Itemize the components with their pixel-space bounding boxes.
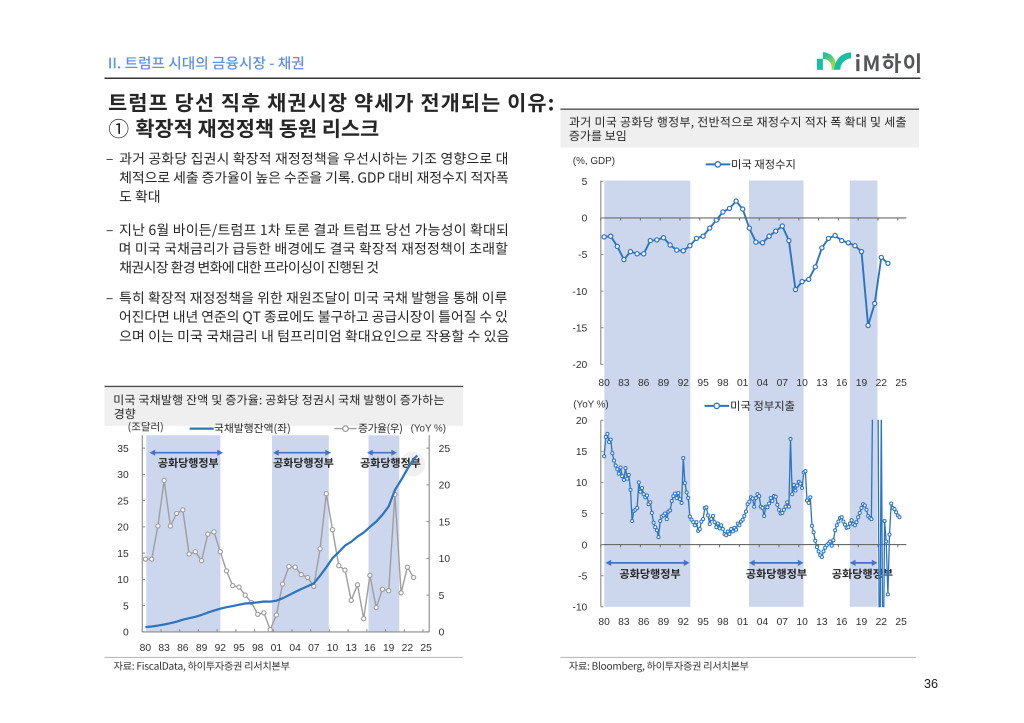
svg-text:04: 04: [289, 643, 301, 654]
svg-text:80: 80: [598, 617, 610, 628]
svg-text:04: 04: [757, 378, 769, 389]
svg-text:89: 89: [658, 617, 670, 628]
svg-text:22: 22: [402, 643, 414, 654]
svg-text:16: 16: [836, 617, 848, 628]
svg-text:83: 83: [618, 617, 630, 628]
svg-text:19: 19: [856, 378, 868, 389]
svg-text:5: 5: [439, 591, 445, 602]
svg-text:15: 15: [439, 517, 451, 528]
svg-text:15: 15: [576, 447, 588, 458]
svg-text:04: 04: [757, 617, 769, 628]
svg-text:89: 89: [658, 378, 670, 389]
svg-text:01: 01: [271, 643, 283, 654]
svg-text:(YoY %): (YoY %): [411, 423, 446, 434]
svg-text:25: 25: [895, 378, 907, 389]
svg-text:36: 36: [924, 677, 938, 691]
svg-text:80: 80: [598, 378, 610, 389]
svg-text:10: 10: [796, 617, 808, 628]
svg-text:(YoY %): (YoY %): [573, 399, 608, 410]
svg-text:25: 25: [895, 617, 907, 628]
svg-text:-10: -10: [572, 287, 587, 298]
svg-text:-5: -5: [578, 250, 587, 261]
svg-text:10: 10: [576, 478, 588, 489]
svg-text:16: 16: [836, 378, 848, 389]
svg-text:13: 13: [816, 378, 828, 389]
svg-text:-15: -15: [572, 323, 587, 334]
svg-text:10: 10: [327, 643, 339, 654]
svg-text:83: 83: [618, 378, 630, 389]
svg-text:95: 95: [697, 617, 709, 628]
svg-text:95: 95: [697, 378, 709, 389]
svg-text:86: 86: [638, 617, 650, 628]
svg-text:07: 07: [308, 643, 320, 654]
svg-text:13: 13: [816, 617, 828, 628]
svg-text:25: 25: [420, 643, 432, 654]
svg-text:01: 01: [737, 378, 749, 389]
svg-text:(%, GDP): (%, GDP): [573, 156, 615, 167]
svg-text:86: 86: [638, 378, 650, 389]
svg-text:25: 25: [439, 444, 451, 455]
svg-text:0: 0: [439, 628, 445, 639]
svg-text:98: 98: [717, 378, 729, 389]
svg-text:20: 20: [117, 523, 129, 534]
svg-text:5: 5: [582, 177, 588, 188]
svg-text:13: 13: [345, 643, 357, 654]
svg-text:98: 98: [252, 643, 264, 654]
svg-text:10: 10: [117, 575, 129, 586]
svg-text:01: 01: [737, 617, 749, 628]
svg-text:20: 20: [576, 416, 588, 427]
svg-text:0: 0: [582, 214, 588, 225]
svg-text:15: 15: [117, 549, 129, 560]
svg-text:95: 95: [233, 643, 245, 654]
svg-text:92: 92: [678, 617, 690, 628]
svg-text:19: 19: [856, 617, 868, 628]
svg-text:10: 10: [439, 554, 451, 565]
svg-text:07: 07: [777, 617, 789, 628]
svg-text:98: 98: [717, 617, 729, 628]
svg-text:19: 19: [383, 643, 395, 654]
svg-text:-5: -5: [578, 571, 587, 582]
svg-text:0: 0: [582, 540, 588, 551]
svg-text:5: 5: [582, 509, 588, 520]
svg-text:89: 89: [196, 643, 208, 654]
svg-text:22: 22: [876, 378, 888, 389]
svg-text:10: 10: [796, 378, 808, 389]
svg-text:83: 83: [158, 643, 170, 654]
svg-text:22: 22: [876, 617, 888, 628]
svg-text:16: 16: [364, 643, 376, 654]
svg-text:30: 30: [117, 470, 129, 481]
svg-text:92: 92: [678, 378, 690, 389]
svg-text:-10: -10: [572, 603, 587, 614]
svg-text:25: 25: [117, 496, 129, 507]
svg-text:80: 80: [140, 643, 152, 654]
svg-text:86: 86: [177, 643, 189, 654]
svg-text:5: 5: [123, 601, 129, 612]
svg-text:0: 0: [123, 628, 129, 639]
svg-text:92: 92: [215, 643, 227, 654]
svg-text:20: 20: [439, 481, 451, 492]
svg-text:35: 35: [117, 444, 129, 455]
svg-text:07: 07: [777, 378, 789, 389]
svg-text:-20: -20: [572, 360, 587, 371]
